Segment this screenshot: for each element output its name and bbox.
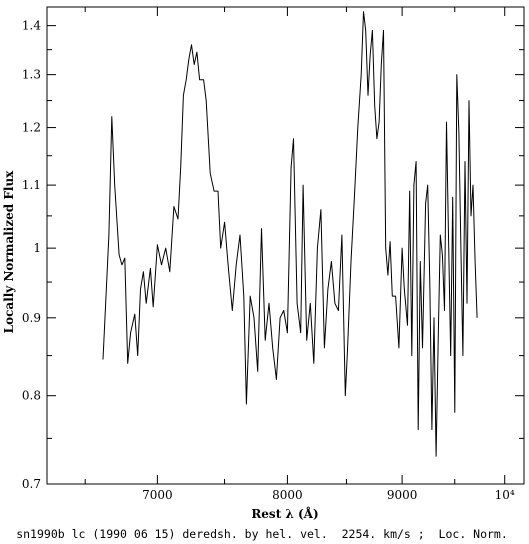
y-tick-label: 0.7 xyxy=(22,477,41,491)
y-tick-label: 1.2 xyxy=(22,121,41,135)
x-tick-label: 9000 xyxy=(387,488,418,502)
plot-frame xyxy=(46,6,525,485)
x-tick-label: 8000 xyxy=(272,488,303,502)
x-axis: 7000 8000 9000 10⁴ xyxy=(84,7,515,502)
x-tick-label: 10⁴ xyxy=(495,488,515,502)
y-tick-label: 0.9 xyxy=(22,311,41,325)
y-tick-label: 1.3 xyxy=(22,68,41,82)
y-tick-label: 0.8 xyxy=(22,389,41,403)
y-tick-label: 1.1 xyxy=(22,178,41,192)
y-axis: 0.7 0.8 0.9 1 1.1 1.2 1.3 1.4 xyxy=(22,19,524,491)
y-tick-label: 1 xyxy=(33,241,41,255)
chart-caption: sn1990b lc (1990 06 15) deredsh. by hel.… xyxy=(16,527,508,541)
spectrum-series-line xyxy=(102,11,478,457)
x-tick-label: 7000 xyxy=(142,488,173,502)
y-axis-label: Locally Normalized Flux xyxy=(2,170,16,333)
y-tick-label: 1.4 xyxy=(22,19,41,33)
x-axis-label: Rest λ (Å) xyxy=(251,506,318,521)
